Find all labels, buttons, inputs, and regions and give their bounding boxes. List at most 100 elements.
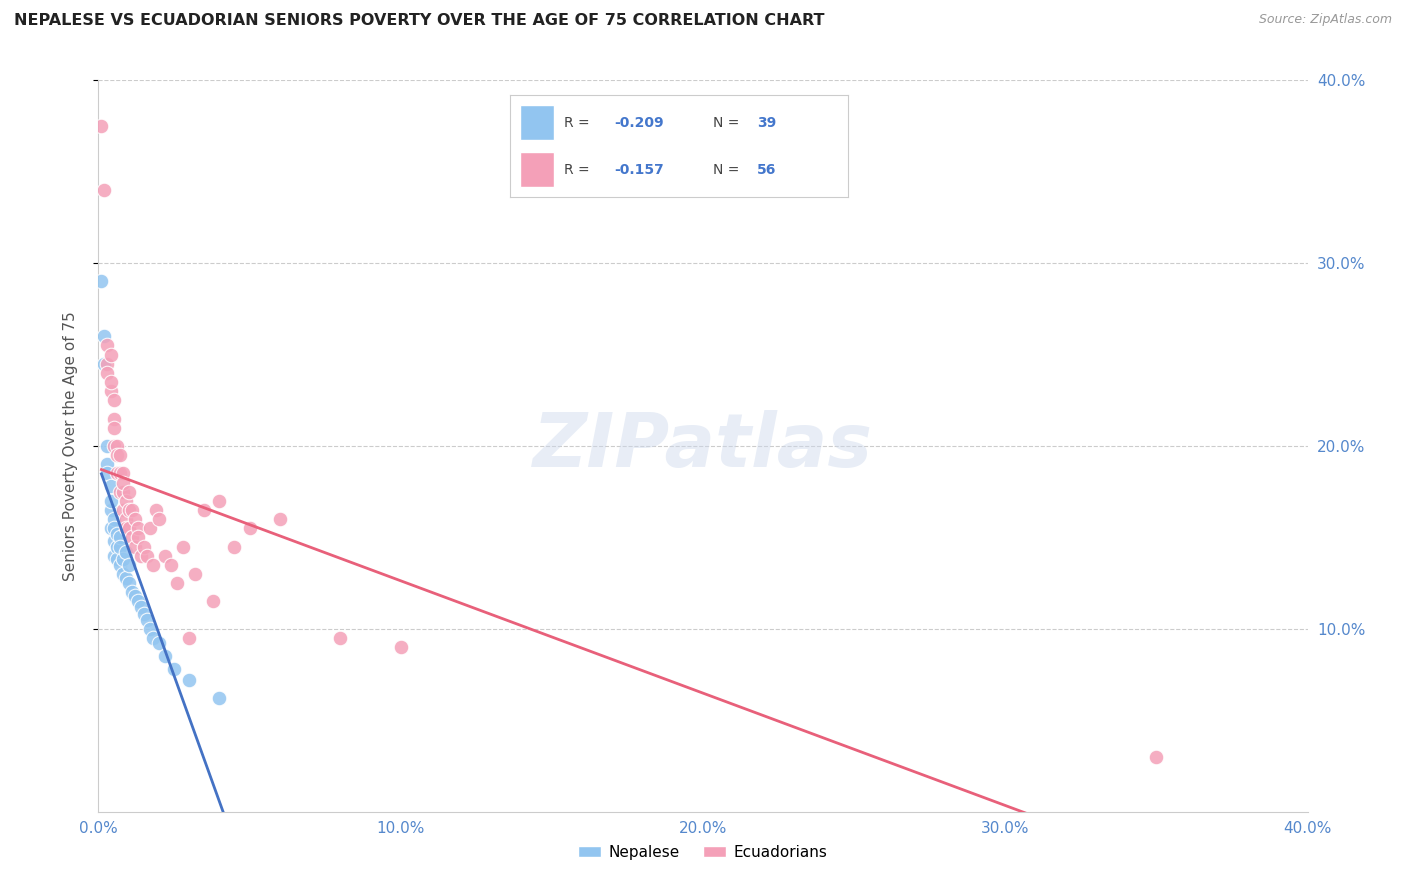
Point bbox=[108, 540, 131, 554]
Point bbox=[114, 493, 136, 508]
Point bbox=[93, 183, 115, 197]
Point bbox=[132, 607, 155, 622]
Point bbox=[114, 571, 136, 585]
Point bbox=[105, 439, 128, 453]
Point bbox=[121, 585, 143, 599]
Point bbox=[269, 512, 291, 526]
Legend: Nepalese, Ecuadorians: Nepalese, Ecuadorians bbox=[572, 839, 834, 866]
Point bbox=[114, 512, 136, 526]
Point bbox=[103, 421, 125, 435]
Point bbox=[163, 662, 186, 676]
Point bbox=[124, 540, 146, 554]
Point bbox=[135, 613, 157, 627]
Point bbox=[93, 357, 115, 371]
Point bbox=[96, 338, 118, 352]
Point bbox=[145, 503, 167, 517]
Point bbox=[100, 384, 122, 399]
Point bbox=[111, 552, 134, 566]
Point bbox=[208, 493, 231, 508]
Point bbox=[100, 521, 122, 535]
Point bbox=[111, 567, 134, 582]
Point bbox=[118, 576, 141, 591]
Point bbox=[224, 540, 246, 554]
Point bbox=[108, 484, 131, 499]
Point bbox=[153, 649, 176, 664]
Point bbox=[100, 348, 122, 362]
Point bbox=[100, 375, 122, 389]
Point bbox=[127, 594, 149, 608]
Point bbox=[132, 540, 155, 554]
Point bbox=[93, 329, 115, 343]
Point bbox=[103, 512, 125, 526]
Point bbox=[148, 636, 170, 650]
Point bbox=[127, 530, 149, 544]
Point bbox=[142, 631, 165, 645]
Point bbox=[114, 521, 136, 535]
Point bbox=[208, 691, 231, 706]
Point bbox=[142, 558, 165, 572]
Point bbox=[103, 439, 125, 453]
Point bbox=[193, 503, 215, 517]
Point bbox=[90, 119, 112, 133]
Point bbox=[96, 357, 118, 371]
Point bbox=[129, 599, 152, 614]
Point bbox=[108, 558, 131, 572]
Point bbox=[139, 622, 162, 636]
Point bbox=[1144, 749, 1167, 764]
Text: ZIPatlas: ZIPatlas bbox=[533, 409, 873, 483]
Point bbox=[179, 673, 201, 687]
Point bbox=[118, 558, 141, 572]
Point bbox=[135, 549, 157, 563]
Point bbox=[184, 567, 207, 582]
Point bbox=[202, 594, 225, 608]
Point bbox=[160, 558, 183, 572]
Point bbox=[100, 493, 122, 508]
Point bbox=[96, 439, 118, 453]
Point bbox=[103, 521, 125, 535]
Point bbox=[103, 393, 125, 408]
Point bbox=[108, 448, 131, 462]
Point bbox=[108, 467, 131, 481]
Point bbox=[111, 503, 134, 517]
Point bbox=[100, 503, 122, 517]
Point bbox=[105, 526, 128, 541]
Point bbox=[105, 467, 128, 481]
Point bbox=[121, 503, 143, 517]
Point bbox=[118, 521, 141, 535]
Point bbox=[103, 549, 125, 563]
Point bbox=[166, 576, 188, 591]
Point bbox=[127, 521, 149, 535]
Point bbox=[239, 521, 262, 535]
Point bbox=[129, 549, 152, 563]
Point bbox=[118, 503, 141, 517]
Point bbox=[121, 530, 143, 544]
Point bbox=[389, 640, 412, 655]
Point bbox=[118, 484, 141, 499]
Point bbox=[153, 549, 176, 563]
Point bbox=[114, 545, 136, 559]
Point bbox=[96, 458, 118, 472]
Point bbox=[111, 467, 134, 481]
Point bbox=[124, 589, 146, 603]
Point bbox=[105, 540, 128, 554]
Point bbox=[105, 448, 128, 462]
Point bbox=[100, 479, 122, 493]
Point bbox=[96, 467, 118, 481]
Point bbox=[103, 411, 125, 425]
Point bbox=[329, 631, 352, 645]
Text: Source: ZipAtlas.com: Source: ZipAtlas.com bbox=[1258, 13, 1392, 27]
Y-axis label: Seniors Poverty Over the Age of 75: Seniors Poverty Over the Age of 75 bbox=[63, 311, 77, 581]
Text: NEPALESE VS ECUADORIAN SENIORS POVERTY OVER THE AGE OF 75 CORRELATION CHART: NEPALESE VS ECUADORIAN SENIORS POVERTY O… bbox=[14, 13, 824, 29]
Point bbox=[172, 540, 194, 554]
Point bbox=[139, 521, 162, 535]
Point bbox=[90, 275, 112, 289]
Point bbox=[111, 475, 134, 490]
Point bbox=[148, 512, 170, 526]
Point bbox=[124, 512, 146, 526]
Point bbox=[103, 534, 125, 549]
Point bbox=[111, 484, 134, 499]
Point bbox=[108, 530, 131, 544]
Point bbox=[96, 366, 118, 380]
Point bbox=[105, 552, 128, 566]
Point bbox=[179, 631, 201, 645]
